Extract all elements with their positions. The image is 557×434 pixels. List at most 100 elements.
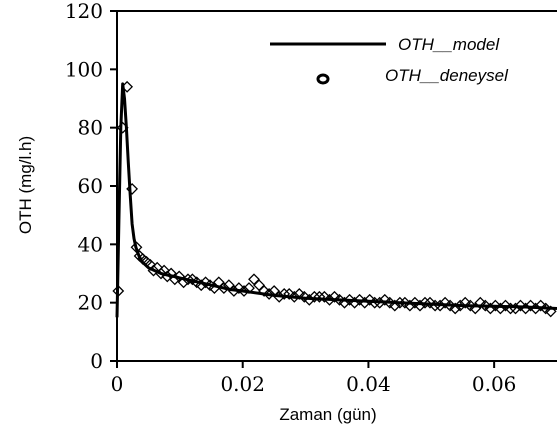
- data-point: [439, 296, 452, 309]
- data-point: [343, 293, 356, 306]
- data-point: [288, 290, 301, 303]
- data-point: [444, 299, 457, 312]
- data-point: [308, 290, 321, 303]
- experimental-series: [112, 80, 557, 318]
- data-point: [403, 299, 416, 312]
- data-point: [539, 302, 552, 315]
- data-point: [358, 296, 371, 309]
- legend-marker-swatch: [316, 73, 330, 85]
- data-point: [263, 287, 276, 300]
- data-point: [378, 293, 391, 306]
- y-tick-label: 40: [78, 232, 103, 256]
- data-point: [499, 299, 512, 312]
- data-point: [348, 296, 361, 309]
- data-point: [293, 287, 306, 300]
- data-point: [484, 302, 497, 315]
- data-point: [494, 302, 507, 315]
- legend: OTH__model OTH__deneysel: [270, 35, 509, 85]
- data-point: [273, 290, 286, 303]
- data-point: [168, 273, 181, 286]
- x-tick-label: 0.04: [346, 372, 391, 396]
- data-point: [238, 285, 250, 297]
- x-tick-label: 0: [111, 372, 124, 396]
- data-point: [434, 299, 447, 312]
- data-point: [363, 293, 376, 306]
- data-point: [333, 293, 346, 306]
- data-point: [544, 305, 557, 318]
- data-point: [318, 290, 331, 303]
- y-tick-label: 120: [65, 0, 103, 23]
- data-point: [116, 121, 129, 134]
- data-point: [534, 299, 547, 312]
- data-point: [177, 276, 190, 289]
- data-point: [232, 282, 245, 295]
- data-point: [144, 258, 157, 271]
- x-axis: 0 0.02 0.04 0.06: [111, 361, 517, 396]
- data-point: [368, 296, 381, 309]
- data-point: [393, 296, 406, 309]
- data-point: [253, 279, 266, 292]
- data-point: [524, 299, 537, 312]
- y-tick-label: 60: [78, 174, 103, 198]
- data-point: [195, 279, 208, 292]
- data-point: [383, 296, 396, 309]
- data-point: [424, 296, 436, 309]
- data-point: [313, 290, 326, 303]
- data-point: [182, 273, 194, 286]
- data-point: [504, 302, 517, 315]
- legend-label-experimental: OTH__deneysel: [385, 66, 509, 85]
- data-point: [414, 299, 426, 312]
- data-point: [509, 302, 522, 315]
- data-point: [227, 285, 240, 297]
- data-point: [419, 296, 431, 309]
- data-point: [283, 287, 296, 300]
- data-point: [454, 299, 467, 312]
- data-point: [519, 302, 532, 315]
- data-point: [147, 264, 160, 277]
- data-point: [353, 293, 366, 306]
- data-point: [408, 296, 421, 309]
- data-point: [474, 296, 487, 309]
- legend-label-model: OTH__model: [398, 35, 500, 54]
- data-point: [130, 241, 143, 254]
- data-point: [479, 299, 492, 312]
- x-tick-label: 0.06: [472, 372, 517, 396]
- data-point: [328, 290, 341, 303]
- data-point: [155, 267, 167, 280]
- data-point: [529, 302, 542, 315]
- data-point: [489, 299, 502, 312]
- data-point: [126, 182, 139, 195]
- data-point: [298, 290, 311, 303]
- data-point: [398, 296, 411, 309]
- y-tick-label: 100: [65, 57, 103, 81]
- data-point: [278, 287, 291, 300]
- data-point: [217, 282, 230, 295]
- plot-area: [116, 10, 557, 362]
- x-axis-title: Zaman (gün): [279, 405, 376, 424]
- data-point: [303, 293, 316, 306]
- data-point: [338, 296, 351, 309]
- y-tick-label: 20: [78, 291, 103, 315]
- x-tick-label: 0.02: [220, 372, 265, 396]
- data-point: [464, 299, 477, 312]
- data-point: [459, 296, 472, 309]
- data-point: [323, 293, 336, 306]
- y-axis: 0 20 40 60 80 100 120: [65, 0, 117, 373]
- data-point: [248, 273, 260, 286]
- y-tick-label: 80: [78, 116, 103, 140]
- data-point: [121, 80, 134, 93]
- data-point: [243, 282, 255, 295]
- data-point: [112, 285, 125, 297]
- y-axis-title: OTH (mg/l.h): [16, 136, 35, 234]
- data-point: [388, 299, 401, 312]
- model-line: [115, 82, 557, 318]
- data-point: [429, 299, 442, 312]
- model-series: [115, 82, 557, 318]
- data-point: [258, 285, 271, 297]
- y-tick-label: 0: [90, 349, 103, 373]
- data-point: [449, 302, 462, 315]
- data-point: [158, 264, 171, 277]
- data-point: [161, 270, 174, 283]
- data-point: [514, 299, 527, 312]
